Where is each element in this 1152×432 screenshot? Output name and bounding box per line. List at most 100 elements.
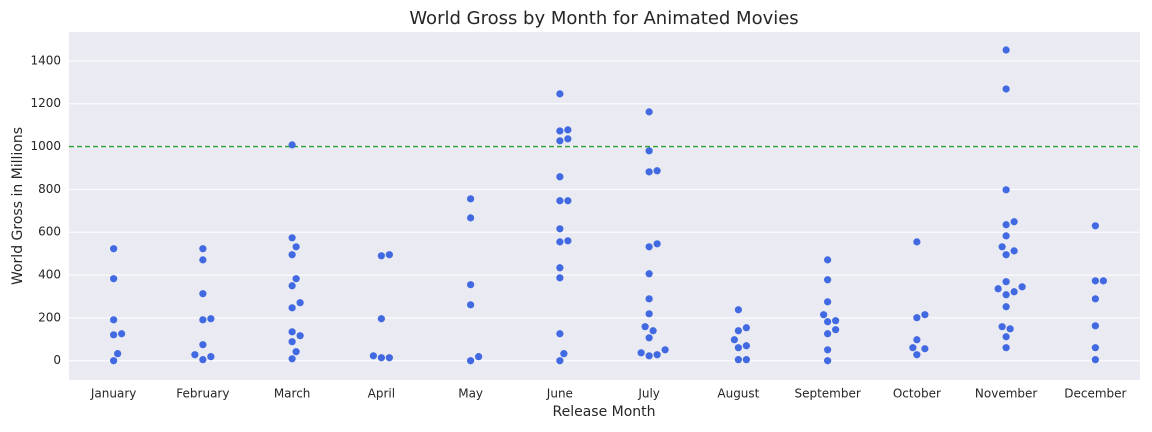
point — [913, 238, 921, 246]
x-tick-label: May — [458, 387, 483, 401]
y-tick-label: 400 — [38, 268, 61, 282]
y-tick-label: 1200 — [30, 96, 61, 110]
point — [1002, 221, 1010, 229]
x-tick-label: September — [794, 387, 860, 401]
point — [913, 336, 921, 344]
point — [1091, 322, 1099, 330]
y-tick-label: 1000 — [30, 139, 61, 153]
point — [1006, 325, 1014, 333]
point — [1002, 251, 1010, 259]
point — [199, 341, 207, 349]
point — [637, 349, 645, 357]
point — [385, 354, 393, 362]
point — [1091, 222, 1099, 230]
x-tick-label: January — [90, 387, 137, 401]
point — [1018, 283, 1026, 291]
point — [820, 311, 828, 319]
point — [292, 275, 300, 283]
point — [921, 345, 929, 353]
y-tick-label: 200 — [38, 310, 61, 324]
point — [645, 270, 653, 278]
point — [824, 256, 832, 264]
x-tick-label: November — [975, 387, 1037, 401]
point — [556, 264, 564, 272]
point — [645, 168, 653, 176]
point — [288, 251, 296, 259]
point — [199, 245, 207, 253]
point — [734, 356, 742, 364]
point — [292, 348, 300, 356]
point — [1010, 247, 1018, 255]
point — [1002, 85, 1010, 93]
point — [742, 356, 750, 364]
point — [556, 330, 564, 338]
point — [645, 147, 653, 155]
point — [556, 173, 564, 181]
point — [467, 214, 475, 222]
point — [556, 357, 564, 365]
y-tick-label: 600 — [38, 225, 61, 239]
point — [288, 141, 296, 149]
point — [467, 281, 475, 289]
point — [645, 295, 653, 303]
point — [288, 282, 296, 290]
point — [556, 137, 564, 145]
x-tick-label: October — [893, 387, 941, 401]
point — [742, 324, 750, 332]
point — [913, 314, 921, 322]
point — [1091, 277, 1099, 285]
y-tick-label: 800 — [38, 182, 61, 196]
point — [110, 331, 118, 339]
x-tick-label: March — [274, 387, 311, 401]
point — [1002, 344, 1010, 352]
point — [734, 327, 742, 335]
point — [909, 344, 917, 352]
point — [556, 197, 564, 205]
point — [1002, 232, 1010, 240]
point — [288, 304, 296, 312]
point — [556, 238, 564, 246]
point — [377, 315, 385, 323]
point — [1002, 46, 1010, 54]
point — [560, 350, 568, 358]
point — [207, 315, 215, 323]
point — [1010, 218, 1018, 226]
y-tick-label: 0 — [53, 353, 61, 367]
point — [649, 327, 657, 335]
point — [824, 276, 832, 284]
point — [824, 318, 832, 326]
point — [564, 126, 572, 134]
point — [645, 310, 653, 318]
point — [734, 344, 742, 352]
point — [824, 357, 832, 365]
point — [556, 225, 564, 233]
point — [653, 351, 661, 359]
point — [1002, 333, 1010, 341]
point — [377, 354, 385, 362]
point — [1091, 344, 1099, 352]
point — [288, 355, 296, 363]
point — [556, 90, 564, 98]
point — [653, 240, 661, 248]
point — [1099, 277, 1107, 285]
point — [645, 334, 653, 342]
point — [377, 252, 385, 260]
point — [110, 316, 118, 324]
point — [730, 336, 738, 344]
x-axis-label: Release Month — [552, 404, 655, 420]
point — [118, 330, 126, 338]
point — [824, 346, 832, 354]
x-tick-label: February — [176, 387, 229, 401]
point — [110, 357, 118, 365]
point — [207, 353, 215, 361]
point — [645, 352, 653, 360]
point — [913, 351, 921, 359]
chart-title: World Gross by Month for Animated Movies — [409, 8, 798, 29]
point — [1010, 288, 1018, 296]
point — [921, 311, 929, 319]
point — [998, 323, 1006, 331]
point — [288, 234, 296, 242]
point — [110, 275, 118, 283]
point — [645, 243, 653, 251]
point — [994, 285, 1002, 293]
